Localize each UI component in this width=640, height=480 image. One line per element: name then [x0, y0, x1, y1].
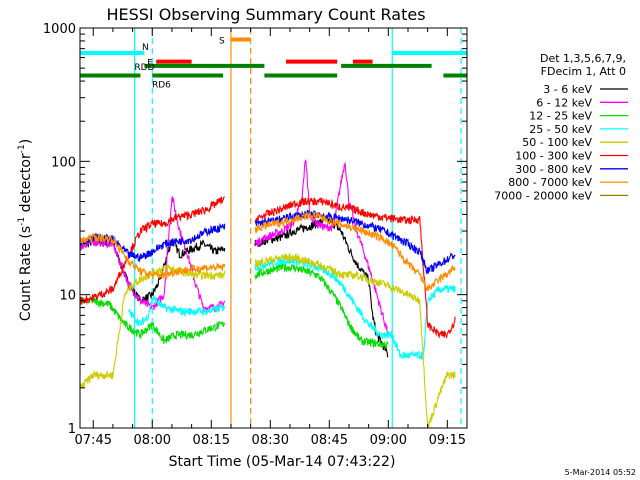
x-tick-label-5: 09:00 [370, 433, 407, 448]
y-tick-label-2: 100 [51, 155, 76, 170]
y-tick-label-3: 1000 [43, 22, 76, 37]
series-line-0 [80, 213, 389, 358]
plot-frame [79, 27, 468, 429]
series-line-1 [80, 158, 389, 337]
footer-timestamp: 5-Mar-2014 05:52 [565, 468, 636, 477]
series-5 [80, 196, 456, 340]
legend-label-8: 7000 - 20000 keV [494, 189, 592, 202]
legend-label-5: 100 - 300 keV [515, 150, 592, 163]
status-label-rd6: RD6 [152, 81, 171, 91]
legend-label-0: 3 - 6 keV [543, 83, 592, 96]
series-line-4 [80, 252, 456, 428]
legend-label-1: 6 - 12 keV [536, 96, 592, 109]
status-label-n: N [142, 43, 149, 53]
series-7 [80, 211, 456, 292]
series-1 [80, 158, 389, 337]
legend-label-2: 12 - 25 keV [529, 110, 592, 123]
x-tick-label-2: 08:15 [193, 433, 230, 448]
series-group [80, 158, 456, 428]
status-label-f: F [147, 59, 152, 69]
series-4 [80, 252, 456, 428]
legend-label-7: 800 - 7000 keV [508, 176, 592, 189]
axes: 07:45 08:00 08:15 08:30 08:45 09:00 09:15 1 10 10… [43, 22, 468, 448]
chart-title: HESSI Observing Summary Count Rates [106, 5, 425, 24]
x-tick-label-3: 08:30 [252, 433, 289, 448]
series-2 [80, 263, 389, 350]
legend-header-1: FDecim 1, Att 0 [541, 65, 626, 78]
legend-label-3: 25 - 50 keV [529, 123, 592, 136]
legend-label-6: 300 - 800 keV [515, 163, 592, 176]
x-tick-label-6: 09:15 [429, 433, 466, 448]
x-tick-label-0: 07:45 [75, 433, 112, 448]
x-tick-label-4: 08:45 [311, 433, 348, 448]
status-label-rdd: RDD [134, 63, 154, 73]
legend-label-4: 50 - 100 keV [522, 136, 592, 149]
series-line-5 [80, 196, 456, 340]
y-axis-label: Count Rate (s-1 detector-1) [17, 139, 34, 321]
status-bars: NF S RDD RD6 [80, 36, 467, 91]
series-line-7 [80, 211, 456, 292]
series-line-2 [80, 263, 389, 350]
x-axis-label: Start Time (05-Mar-14 07:43:22) [169, 454, 396, 470]
y-tick-label-0: 1 [68, 422, 76, 437]
status-label-s: S [219, 36, 225, 46]
legend: Det 1,3,5,6,7,9,FDecim 1, Att 0 3 - 6 keV… [494, 52, 628, 202]
series-0 [80, 213, 389, 358]
y-tick-label-1: 10 [59, 289, 76, 304]
vertical-markers [133, 28, 462, 428]
x-tick-label-1: 08:00 [134, 433, 171, 448]
legend-header-0: Det 1,3,5,6,7,9, [540, 52, 626, 65]
